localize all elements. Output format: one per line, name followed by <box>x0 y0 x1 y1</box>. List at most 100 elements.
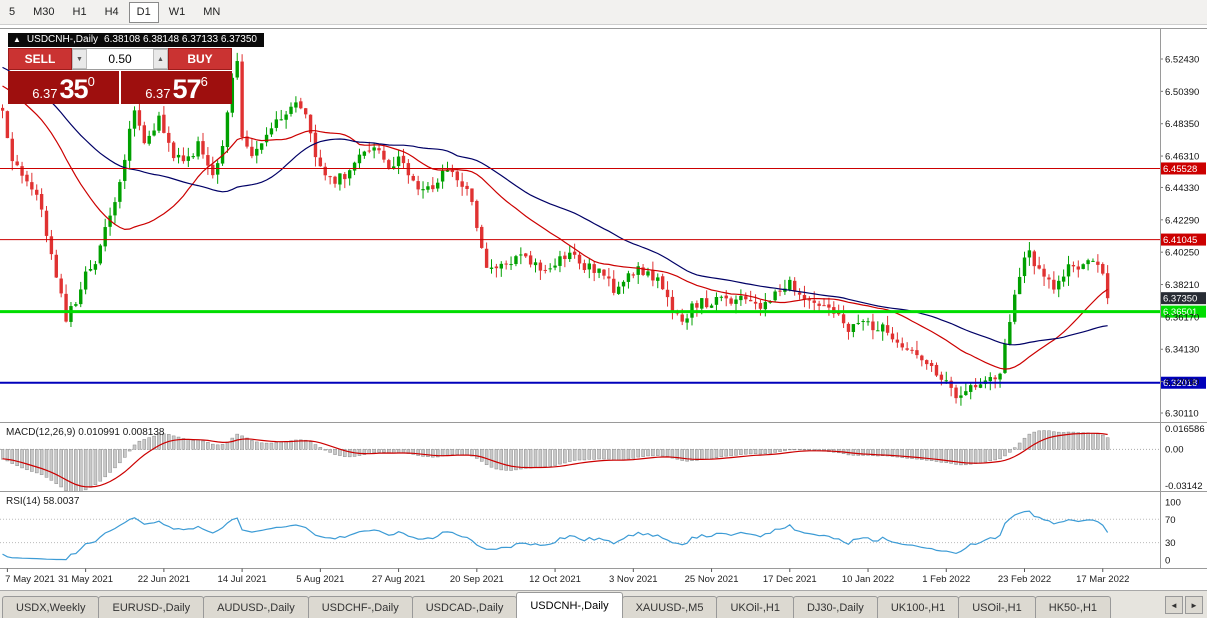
svg-text:6.41045: 6.41045 <box>1163 235 1197 246</box>
chart-tabs: USDX,Weekly EURUSD-,Daily AUDUSD-,Daily USD… <box>0 591 1161 618</box>
svg-text:100: 100 <box>1165 497 1181 508</box>
svg-text:17 Dec 2021: 17 Dec 2021 <box>763 574 817 585</box>
svg-text:6.36501: 6.36501 <box>1163 307 1197 318</box>
svg-text:17 Mar 2022: 17 Mar 2022 <box>1076 574 1129 585</box>
rsi-label: RSI(14) 58.0037 <box>6 496 80 507</box>
volume-increase-button[interactable]: ▲ <box>153 49 168 69</box>
svg-text:6.37350: 6.37350 <box>1163 294 1197 305</box>
bid-prefix: 6.37 <box>32 86 58 101</box>
chart-tab-ukoil-h1[interactable]: UKOil-,H1 <box>716 596 794 618</box>
chart-tab-usoil-h1[interactable]: USOil-,H1 <box>958 596 1036 618</box>
price-tag-6.36501: 6.36501 <box>1161 305 1206 318</box>
one-click-trading-panel: SELL ▼ 0.50 ▲ BUY 6.37 35 0 6.37 57 6 <box>8 48 232 104</box>
chart-tabbar: USDX,Weekly EURUSD-,Daily AUDUSD-,Daily USD… <box>0 590 1207 618</box>
symbol-title: USDCNH-,Daily <box>26 34 99 45</box>
price-tag-6.37350: 6.37350 <box>1161 292 1206 305</box>
bid-big-digits: 35 <box>59 74 89 105</box>
volume-input[interactable]: 0.50 <box>108 52 132 66</box>
volume-stepper: ▼ 0.50 ▲ <box>72 48 168 70</box>
tabs-scroll-left-button[interactable]: ◄ <box>1165 596 1183 614</box>
svg-text:6.32018: 6.32018 <box>1163 378 1197 389</box>
chart-tab-usdx-weekly[interactable]: USDX,Weekly <box>2 596 100 618</box>
chart-tab-xauusd-m5[interactable]: XAUUSD-,M5 <box>621 596 718 618</box>
svg-text:31 May 2021: 31 May 2021 <box>58 574 113 585</box>
svg-text:7 May 2021: 7 May 2021 <box>5 574 55 585</box>
ask-prefix: 6.37 <box>145 86 171 101</box>
chart-tab-audusd-daily[interactable]: AUDUSD-,Daily <box>203 596 309 618</box>
svg-text:6.44330: 6.44330 <box>1165 183 1199 194</box>
bid-price[interactable]: 6.37 35 0 <box>8 71 119 104</box>
volume-decrease-button[interactable]: ▼ <box>72 49 87 69</box>
svg-text:27 Aug 2021: 27 Aug 2021 <box>372 574 425 585</box>
price-tag-6.45528: 6.45528 <box>1161 162 1206 175</box>
svg-text:25 Nov 2021: 25 Nov 2021 <box>685 574 739 585</box>
ma-slow-line <box>2 66 1108 346</box>
svg-text:6.36170: 6.36170 <box>1165 312 1199 323</box>
svg-text:6.48350: 6.48350 <box>1165 119 1199 130</box>
timeframe-button-h4[interactable]: H4 <box>104 6 119 18</box>
svg-text:-0.03142: -0.03142 <box>1165 481 1203 492</box>
chart-tab-dj30-daily[interactable]: DJ30-,Daily <box>792 596 878 618</box>
svg-text:30: 30 <box>1165 538 1176 549</box>
symbol-ohlc: 6.38108 6.38148 6.37133 6.37350 <box>104 34 257 45</box>
svg-text:1 Feb 2022: 1 Feb 2022 <box>922 574 970 585</box>
bid-pip-digit: 0 <box>87 74 95 89</box>
symbol-header: ▲ USDCNH-,Daily 6.38108 6.38148 6.37133 … <box>8 33 264 47</box>
svg-text:6.52430: 6.52430 <box>1165 55 1199 66</box>
chart-tab-usdcad-daily[interactable]: USDCAD-,Daily <box>411 596 518 618</box>
ma-fast-line <box>2 85 1108 370</box>
svg-text:70: 70 <box>1165 515 1176 526</box>
chart-area[interactable]: 6.455286.410456.365016.320186.373506.524… <box>0 25 1207 590</box>
collapse-icon[interactable]: ▲ <box>13 35 21 44</box>
buy-button[interactable]: BUY <box>168 48 232 70</box>
rsi-line <box>2 510 1109 561</box>
svg-text:6.40250: 6.40250 <box>1165 248 1199 259</box>
price-tag-6.32018: 6.32018 <box>1161 376 1206 389</box>
chart-tab-hk50-h1[interactable]: HK50-,H1 <box>1034 596 1112 618</box>
timeframe-toolbar: 5 M30 H1 H4 D1 W1 MN <box>0 0 1207 25</box>
svg-text:6.38210: 6.38210 <box>1165 280 1199 291</box>
ask-price[interactable]: 6.37 57 6 <box>121 71 232 104</box>
rsi-panel[interactable] <box>0 492 1160 569</box>
timeframe-button-h1[interactable]: H1 <box>72 6 87 18</box>
svg-text:6.46310: 6.46310 <box>1165 152 1199 163</box>
sell-button[interactable]: SELL <box>8 48 72 70</box>
svg-text:12 Oct 2021: 12 Oct 2021 <box>529 574 581 585</box>
timeframe-button-d1[interactable]: D1 <box>128 1 159 23</box>
svg-text:23 Feb 2022: 23 Feb 2022 <box>998 574 1051 585</box>
svg-text:0: 0 <box>1165 556 1170 567</box>
svg-text:6.50390: 6.50390 <box>1165 87 1199 98</box>
svg-text:3 Nov 2021: 3 Nov 2021 <box>609 574 658 585</box>
macd-signal-line <box>2 432 1108 488</box>
price-tag-6.41045: 6.41045 <box>1161 233 1206 246</box>
svg-text:0.00: 0.00 <box>1165 444 1184 455</box>
chart-tab-usdchf-daily[interactable]: USDCHF-,Daily <box>307 596 413 618</box>
svg-text:22 Jun 2021: 22 Jun 2021 <box>138 574 190 585</box>
macd-label: MACD(12,26,9) 0.010991 0.008138 <box>6 427 165 438</box>
svg-text:6.32090: 6.32090 <box>1165 377 1199 388</box>
svg-text:10 Jan 2022: 10 Jan 2022 <box>842 574 894 585</box>
timeframe-button-5[interactable]: 5 <box>9 6 16 18</box>
time-axis[interactable]: 7 May 2021 31 May 2021 22 Jun 2021 14 Jul 2… <box>5 568 1129 586</box>
chart-tab-eurusd-daily[interactable]: EURUSD-,Daily <box>98 596 205 618</box>
chart-tab-usdcnh-daily[interactable]: USDCNH-,Daily <box>516 592 623 618</box>
svg-text:6.34130: 6.34130 <box>1165 345 1199 356</box>
ask-pip-digit: 6 <box>200 74 208 89</box>
tab-scroll-controls: ◄ ► <box>1161 596 1207 618</box>
timeframe-button-mn[interactable]: MN <box>203 6 221 18</box>
macd-histogram <box>1 430 1110 492</box>
svg-text:20 Sep 2021: 20 Sep 2021 <box>450 574 504 585</box>
tabs-scroll-right-button[interactable]: ► <box>1185 596 1203 614</box>
price-axis[interactable]: 6.52430 6.50390 6.48350 6.46310 6.44330 6.422… <box>1160 55 1205 567</box>
svg-text:0.016586: 0.016586 <box>1165 424 1205 435</box>
candlestick-series <box>1 52 1110 406</box>
svg-text:6.42290: 6.42290 <box>1165 215 1199 226</box>
timeframe-button-m30[interactable]: M30 <box>33 6 55 18</box>
svg-text:14 Jul 2021: 14 Jul 2021 <box>218 574 267 585</box>
svg-text:5 Aug 2021: 5 Aug 2021 <box>296 574 344 585</box>
ask-big-digits: 57 <box>172 74 202 105</box>
chart-tab-uk100-h1[interactable]: UK100-,H1 <box>876 596 960 618</box>
svg-text:6.45528: 6.45528 <box>1163 164 1197 175</box>
timeframe-button-w1[interactable]: W1 <box>168 6 186 18</box>
